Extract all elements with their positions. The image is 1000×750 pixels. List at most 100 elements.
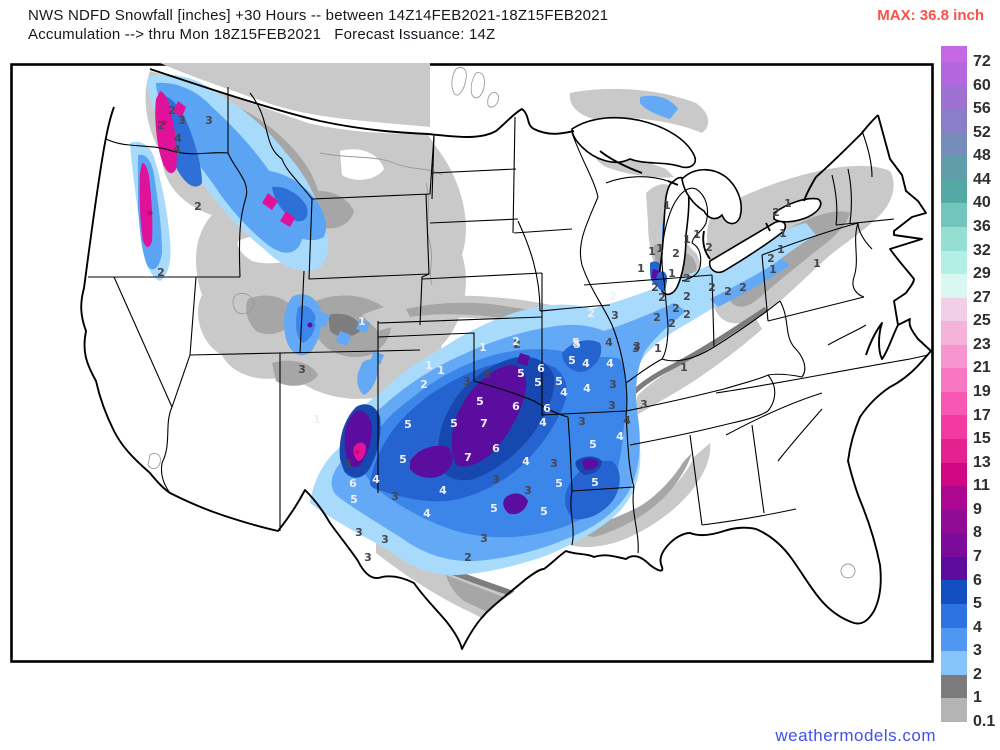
snowfall-value-label: 2 — [420, 378, 428, 391]
snowfall-value-label: 1 — [648, 245, 656, 258]
colorbar-tick-label: 60 — [973, 76, 991, 94]
colorbar-segment — [941, 109, 967, 133]
snowfall-value-label: 3 — [483, 368, 491, 381]
snowfall-value-label: 2 — [512, 335, 520, 348]
snowfall-value-label: 1 — [693, 228, 701, 241]
colorbar-segment — [941, 344, 967, 369]
snowfall-value-label: 4 — [174, 132, 182, 145]
colorbar-segment — [941, 698, 967, 722]
snowfall-value-label: 4 — [605, 336, 613, 349]
snowfall-value-label: 2 — [683, 308, 691, 321]
snowfall-value-label: 7 — [480, 417, 488, 430]
snowfall-value-label: 3 — [640, 398, 648, 411]
colorbar-segment — [941, 486, 967, 510]
snowfall-value-label: 3 — [492, 473, 500, 486]
snowfall-value-label: 3 — [633, 340, 641, 353]
colorbar-tick-label: 23 — [973, 335, 991, 353]
colorbar-segment — [941, 250, 967, 275]
snowfall-value-label: 1 — [637, 262, 645, 275]
snowfall-value-label: 2 — [668, 317, 676, 330]
snowfall-value-label: 5 — [476, 395, 484, 408]
snowfall-value-label: 2 — [464, 551, 472, 564]
snowfall-value-label: 3 — [524, 484, 532, 497]
snowfall-value-label: 2 — [168, 104, 176, 117]
snowfall-value-label: 6 — [543, 402, 551, 415]
snowfall-value-label: 5 — [568, 354, 576, 367]
snowfall-value-label: 3 — [364, 551, 372, 564]
snowfall-value-label: 1 — [769, 263, 777, 276]
snowfall-value-label: 1 — [683, 233, 691, 246]
watermark-weathermodels: weathermodels.com — [775, 726, 936, 745]
snowfall-value-label: 5 — [572, 336, 580, 349]
snowfall-value-label: 2 — [658, 291, 666, 304]
snowfall-value-label: 2 — [739, 281, 747, 294]
snowfall-value-label: 5 — [534, 376, 542, 389]
snowfall-value-label: 4 — [560, 386, 568, 399]
snowfall-value-label: 6 — [512, 400, 520, 413]
snowfall-value-label: 1 — [680, 361, 688, 374]
map-title-line1: NWS NDFD Snowfall [inches] +30 Hours -- … — [28, 7, 609, 24]
snowfall-value-label: 1 — [437, 364, 445, 377]
snowfall-value-label: 4 — [522, 455, 530, 468]
snowfall-value-label: 3 — [205, 114, 213, 127]
snowfall-value-label: 2 — [683, 290, 691, 303]
snowfall-value-label: 1 — [654, 342, 662, 355]
snowfall-value-label: 3 — [298, 363, 306, 376]
snowfall-value-label: 5 — [540, 505, 548, 518]
colorbar-tick-label: 7 — [973, 548, 982, 565]
state-borders — [88, 87, 929, 554]
colorbar-tick-label: 44 — [973, 170, 991, 188]
colorbar-tick-label: 48 — [973, 147, 991, 165]
colorbar-tick-label: 56 — [973, 100, 991, 118]
snowfall-value-label: 1 — [425, 359, 433, 372]
great-lakes — [571, 116, 822, 296]
colorbar-tick-label: 29 — [973, 265, 991, 283]
colorbar-tick-label: 52 — [973, 123, 991, 141]
colorbar-tick-label: 3 — [973, 642, 982, 660]
snowfall-value-label: 2 — [672, 247, 680, 260]
snowfall-value-label: 1 — [313, 413, 321, 426]
snowfall-value-label: 2 — [609, 290, 617, 303]
colorbar-tick-label: 0.1 — [973, 713, 996, 730]
colorbar-segment — [941, 415, 967, 439]
snowfall-value-label: 3 — [344, 457, 352, 470]
snowfall-value-label: 3 — [632, 342, 640, 355]
colorbar-tick-label: 32 — [973, 241, 991, 259]
snowfall-value-label: 3 — [178, 114, 186, 127]
snowfall-value-label: 2 — [724, 285, 732, 298]
colorbar-segment — [941, 627, 967, 652]
colorbar-segment — [941, 85, 967, 110]
colorbar-segment — [941, 391, 967, 416]
snowfall-value-label: 5 — [591, 476, 599, 489]
colorbar-tick-label: 21 — [973, 359, 991, 377]
rivers-and-canada-lakes — [147, 67, 856, 579]
snowfall-value-label: 2 — [772, 206, 780, 219]
snowfall-value-label: 1 — [813, 257, 821, 270]
snowfall-value-label: 2 — [194, 200, 202, 213]
snowfall-value-label: 2 — [157, 119, 165, 132]
snowfall-value-label: 2 — [653, 311, 661, 324]
snowfall-value-label: 4 — [583, 382, 591, 395]
snowfall-value-label: 1 — [663, 199, 671, 212]
colorbar-segment — [941, 556, 967, 581]
colorbar-tick-label: 36 — [973, 218, 991, 235]
snowfall-value-label: 1 — [358, 315, 366, 328]
snowfall-value-label: 2 — [705, 241, 713, 254]
snowfall-value-label: 4 — [173, 143, 181, 156]
coastline-and-borders — [80, 68, 932, 650]
colorbar-tick-label: 27 — [973, 288, 991, 306]
snowfall-value-label: 1 — [779, 227, 787, 240]
snowfall-value-label: 2 — [651, 281, 659, 294]
snowfall-value-label: 3 — [578, 415, 586, 428]
snowfall-value-label: 2 — [587, 307, 595, 320]
colorbar-tick-label: 8 — [973, 524, 982, 542]
snowfall-value-label: 5 — [490, 502, 498, 515]
colorbar-segment — [941, 203, 967, 227]
snowfall-value-label: 5 — [573, 338, 581, 351]
snowfall-value-label: 4 — [623, 414, 631, 427]
snowfall-value-label: 6 — [492, 442, 500, 455]
colorbar-segment — [941, 132, 967, 157]
